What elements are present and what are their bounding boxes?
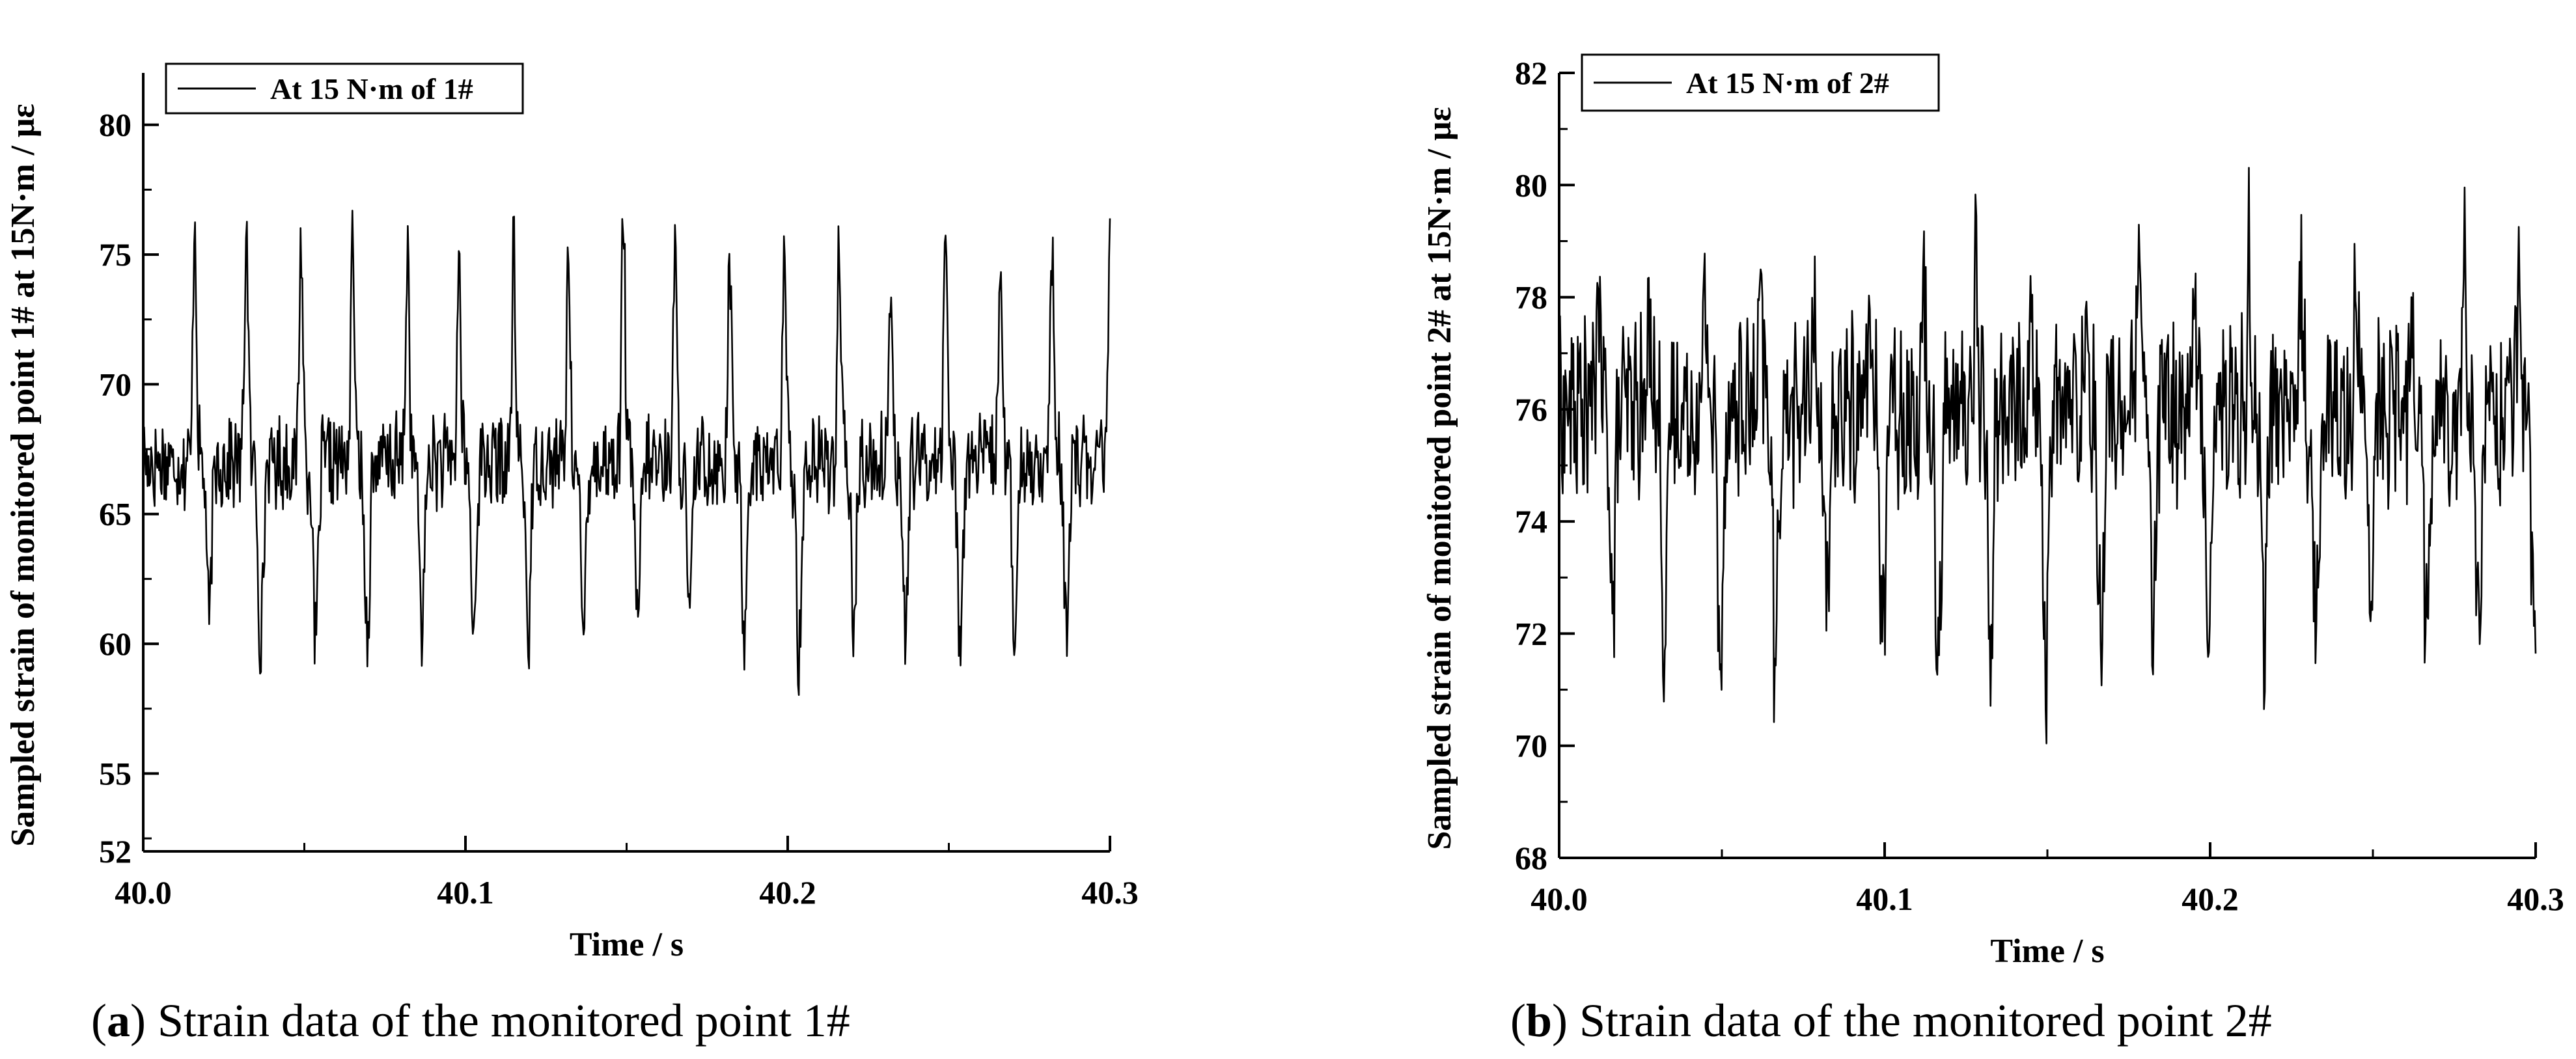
y-axis-title: Sampled strain of monitored point 2# at …	[1421, 107, 1458, 849]
caption-b: (b) Strain data of the monitored point 2…	[1510, 995, 2272, 1047]
series-line	[1558, 167, 2537, 745]
x-tick-label: 40.3	[1081, 874, 1139, 911]
y-tick-label: 75	[99, 236, 132, 273]
x-tick-label: 40.1	[437, 874, 494, 911]
y-tick-label: 78	[1515, 279, 1547, 316]
chart-panel-a: 52 55 60 65 70 75 80 40.0 40.1 40.2 40.3 Time / s Sa…	[5, 62, 1139, 963]
y-tick-label: 80	[99, 107, 132, 143]
y-tick-label: 80	[1515, 167, 1547, 203]
y-tick-label: 52	[99, 833, 132, 870]
caption-a-text: Strain data of the monitored point 1#	[158, 995, 850, 1047]
x-tick-label: 40.1	[1856, 881, 1913, 917]
y-axis-title: Sampled strain of monitored point 1# at …	[5, 103, 42, 846]
y-tick-label: 55	[99, 755, 132, 791]
y-tick-label: 72	[1515, 615, 1547, 652]
x-tick-label: 40.2	[2181, 881, 2239, 917]
y-tick-label: 60	[99, 626, 132, 662]
caption-a: (a) Strain data of the monitored point 1…	[91, 995, 850, 1047]
caption-b-letter: b	[1526, 995, 1552, 1047]
y-tick-label: 70	[99, 366, 132, 402]
x-axis-title: Time / s	[1990, 933, 2104, 970]
x-axis-title: Time / s	[570, 926, 684, 963]
y-tick-label: 70	[1515, 728, 1547, 764]
x-tick-label: 40.2	[759, 874, 816, 911]
legend-label: At 15 N·m of 2#	[1686, 66, 1889, 100]
y-tick-label: 82	[1515, 55, 1547, 91]
caption-a-letter: a	[107, 995, 130, 1047]
y-tick-label: 74	[1515, 503, 1547, 540]
y-tick-label: 65	[99, 496, 132, 532]
y-tick-label: 76	[1515, 391, 1547, 428]
x-tick-label: 40.0	[1530, 881, 1588, 917]
caption-b-text: Strain data of the monitored point 2#	[1579, 995, 2272, 1047]
y-tick-label: 68	[1515, 840, 1547, 876]
x-tick-label: 40.3	[2507, 881, 2564, 917]
series-line	[142, 210, 1111, 696]
legend-label: At 15 N·m of 1#	[270, 72, 473, 105]
chart-panel-b: 68 70 72 74 76 78 80 82 40.0 40.1 40.2 40.3 Time / s…	[1421, 53, 2564, 970]
x-tick-label: 40.0	[115, 874, 172, 911]
